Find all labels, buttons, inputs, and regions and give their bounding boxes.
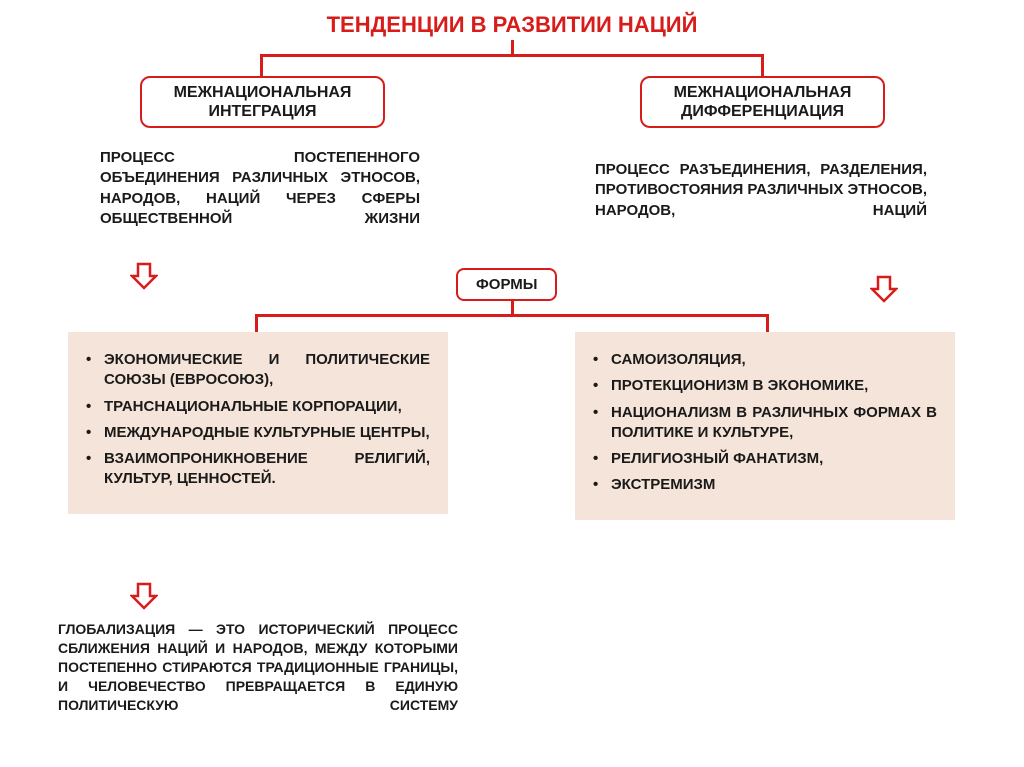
arrow-down-icon [870, 275, 898, 308]
list-item: ЭКСТРЕМИЗМ [593, 475, 937, 495]
connector [766, 314, 769, 332]
connector [761, 54, 764, 76]
differentiation-heading: МЕЖНАЦИОНАЛЬНАЯ ДИФФЕРЕНЦИАЦИЯ [652, 83, 873, 121]
list-item: ВЗАИМОПРОНИКНОВЕНИЕ РЕЛИГИЙ, КУЛЬТУР, ЦЕ… [86, 449, 430, 490]
integration-description: ПРОЦЕСС ПОСТЕПЕННОГО ОБЪЕДИНЕНИЯ РАЗЛИЧН… [100, 148, 420, 229]
list-item: РЕЛИГИОЗНЫЙ ФАНАТИЗМ, [593, 449, 937, 469]
differentiation-heading-box: МЕЖНАЦИОНАЛЬНАЯ ДИФФЕРЕНЦИАЦИЯ [640, 76, 885, 128]
differentiation-forms-box: САМОИЗОЛЯЦИЯ, ПРОТЕКЦИОНИЗМ В ЭКОНОМИКЕ,… [575, 332, 955, 520]
differentiation-description-text: ПРОЦЕСС РАЗЪЕДИНЕНИЯ, РАЗДЕЛЕНИЯ, ПРОТИВ… [595, 161, 927, 219]
globalization-content: ГЛОБАЛИЗАЦИЯ — ЭТО ИСТОРИЧЕСКИЙ ПРОЦЕСС … [58, 621, 458, 713]
differentiation-forms-list: САМОИЗОЛЯЦИЯ, ПРОТЕКЦИОНИЗМ В ЭКОНОМИКЕ,… [593, 350, 937, 496]
integration-heading-box: МЕЖНАЦИОНАЛЬНАЯ ИНТЕГРАЦИЯ [140, 76, 385, 128]
connector [255, 314, 768, 317]
list-item: ПРОТЕКЦИОНИЗМ В ЭКОНОМИКЕ, [593, 376, 937, 396]
arrow-down-icon [130, 582, 158, 615]
integration-heading: МЕЖНАЦИОНАЛЬНАЯ ИНТЕГРАЦИЯ [152, 83, 373, 121]
integration-description-text: ПРОЦЕСС ПОСТЕПЕННОГО ОБЪЕДИНЕНИЯ РАЗЛИЧН… [100, 149, 420, 227]
globalization-text: ГЛОБАЛИЗАЦИЯ — ЭТО ИСТОРИЧЕСКИЙ ПРОЦЕСС … [58, 620, 458, 714]
list-item: САМОИЗОЛЯЦИЯ, [593, 350, 937, 370]
connector [260, 54, 263, 76]
differentiation-description: ПРОЦЕСС РАЗЪЕДИНЕНИЯ, РАЗДЕЛЕНИЯ, ПРОТИВ… [595, 160, 927, 221]
list-item: ЭКОНОМИЧЕСКИЕ И ПОЛИТИЧЕСКИЕ СОЮЗЫ (ЕВРО… [86, 350, 430, 391]
connector [260, 54, 763, 57]
arrow-down-icon [130, 262, 158, 295]
forms-label-box: ФОРМЫ [456, 268, 557, 301]
list-item: МЕЖДУНАРОДНЫЕ КУЛЬТУРНЫЕ ЦЕНТРЫ, [86, 423, 430, 443]
list-item: ТРАНСНАЦИОНАЛЬНЫЕ КОРПОРАЦИИ, [86, 397, 430, 417]
list-item: НАЦИОНАЛИЗМ В РАЗЛИЧНЫХ ФОРМАХ В ПОЛИТИК… [593, 403, 937, 444]
integration-forms-list: ЭКОНОМИЧЕСКИЕ И ПОЛИТИЧЕСКИЕ СОЮЗЫ (ЕВРО… [86, 350, 430, 490]
diagram-title: ТЕНДЕНЦИИ В РАЗВИТИИ НАЦИЙ [0, 0, 1024, 38]
forms-label: ФОРМЫ [476, 276, 537, 293]
connector [511, 300, 514, 314]
integration-forms-box: ЭКОНОМИЧЕСКИЕ И ПОЛИТИЧЕСКИЕ СОЮЗЫ (ЕВРО… [68, 332, 448, 514]
connector [511, 40, 514, 54]
connector [255, 314, 258, 332]
